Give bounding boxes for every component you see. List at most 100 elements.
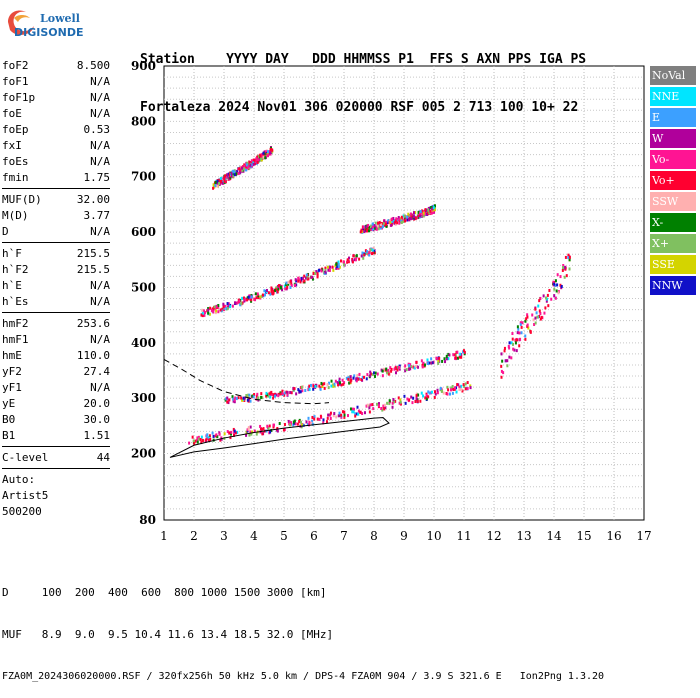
echo-point xyxy=(395,217,398,221)
echo-point xyxy=(257,158,260,162)
echo-point xyxy=(524,334,527,338)
echo-point xyxy=(534,316,537,320)
echo-point xyxy=(201,314,204,318)
echo-point xyxy=(229,305,232,309)
echo-point xyxy=(232,397,235,401)
echo-point xyxy=(370,372,373,376)
echo-point xyxy=(299,390,302,394)
echo-point xyxy=(415,360,418,364)
echo-point xyxy=(510,356,513,360)
echo-point xyxy=(300,425,303,429)
param-row: yF1 N/A xyxy=(2,380,110,396)
echo-point xyxy=(409,367,412,371)
echo-point xyxy=(513,348,516,352)
echo-point xyxy=(454,356,457,360)
echo-point xyxy=(559,283,562,287)
echo-point xyxy=(223,432,226,436)
echo-point xyxy=(196,440,199,444)
echo-point xyxy=(568,267,571,271)
echo-point xyxy=(372,246,375,250)
echo-point xyxy=(357,377,360,381)
echo-point xyxy=(223,176,226,180)
echo-point xyxy=(270,291,273,295)
param-value: N/A xyxy=(90,295,110,308)
param-name: foF2 xyxy=(2,59,29,72)
echo-point xyxy=(455,390,458,394)
echo-point xyxy=(429,211,432,215)
echo-point xyxy=(311,275,314,279)
echo-point xyxy=(532,318,535,322)
echo-point xyxy=(386,221,389,225)
echo-point xyxy=(281,389,284,393)
echo-point xyxy=(444,360,447,364)
echo-point xyxy=(203,310,206,314)
echo-point xyxy=(226,400,229,404)
legend-item: NoVal xyxy=(650,66,696,85)
param-row: h`E N/A xyxy=(2,278,110,294)
echo-point xyxy=(342,260,345,264)
echo-point xyxy=(235,397,238,401)
echo-point xyxy=(217,304,220,308)
echo-point xyxy=(208,312,211,316)
param-row: foF2 8.500 xyxy=(2,58,110,74)
echo-point xyxy=(351,410,354,414)
echo-point xyxy=(289,285,292,289)
echo-point xyxy=(464,382,467,386)
echo-point xyxy=(525,317,528,321)
echo-point xyxy=(456,383,459,387)
echo-point xyxy=(251,160,254,164)
x-tick-label: 13 xyxy=(516,529,531,543)
y-tick-label: 800 xyxy=(131,114,156,128)
echo-point xyxy=(370,224,373,228)
echo-point xyxy=(300,423,303,427)
echo-point xyxy=(220,179,223,183)
echo-point xyxy=(233,429,236,433)
echo-point xyxy=(233,170,236,174)
echo-point xyxy=(294,284,297,288)
echo-point xyxy=(392,216,395,220)
echo-point xyxy=(462,349,465,353)
echo-point xyxy=(416,399,419,403)
echo-point xyxy=(290,421,293,425)
echo-point xyxy=(275,288,278,292)
echo-point xyxy=(383,223,386,227)
param-value: 1.51 xyxy=(83,429,111,442)
param-row: M(D) 3.77 xyxy=(2,208,110,224)
echo-point xyxy=(407,365,410,369)
echo-point xyxy=(385,222,388,226)
echo-point xyxy=(287,282,290,286)
echo-point xyxy=(408,367,411,371)
echo-point xyxy=(234,431,237,435)
echo-point xyxy=(376,372,379,376)
echo-point xyxy=(329,265,332,269)
echo-point xyxy=(503,349,506,353)
echo-point xyxy=(390,223,393,227)
param-name: yF1 xyxy=(2,381,22,394)
echo-point xyxy=(319,414,322,418)
echo-point xyxy=(377,221,380,225)
echo-point xyxy=(437,360,440,364)
echo-point xyxy=(516,338,519,342)
echo-point xyxy=(368,251,371,255)
echo-point xyxy=(388,399,391,403)
param-name: fmin xyxy=(2,171,29,184)
echo-point xyxy=(268,392,271,396)
param-value: 32.00 xyxy=(76,193,110,206)
echo-point xyxy=(390,217,393,221)
echo-point xyxy=(197,435,200,439)
echo-point xyxy=(272,291,275,295)
echo-point xyxy=(412,215,415,219)
echo-point xyxy=(381,408,384,412)
echo-point xyxy=(305,420,308,424)
echo-point xyxy=(359,230,362,234)
param-value: 253.6 xyxy=(76,317,110,330)
echo-point xyxy=(255,296,258,300)
echo-point xyxy=(326,265,329,269)
echo-point xyxy=(324,266,327,270)
echo-point xyxy=(218,431,221,435)
echo-point xyxy=(366,226,369,230)
x-tick-label: 2 xyxy=(190,529,198,543)
echo-point xyxy=(331,265,334,269)
echo-point xyxy=(298,420,301,424)
echo-point xyxy=(254,292,257,296)
